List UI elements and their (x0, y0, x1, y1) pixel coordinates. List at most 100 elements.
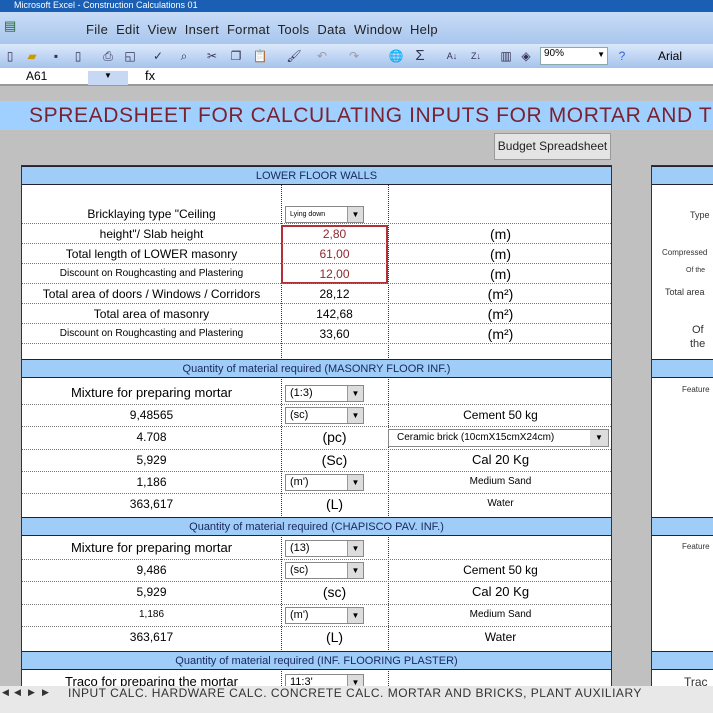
autosum-icon[interactable]: Σ (415, 47, 425, 64)
menu-view[interactable]: View (147, 22, 177, 37)
row-material: Water (484, 630, 517, 644)
menu-bar: ▤ File Edit View Insert Format Tools Dat… (0, 12, 713, 44)
row-label: Mixture for preparing mortar (70, 540, 233, 555)
drawing-icon[interactable]: ◈ (521, 49, 531, 63)
new-icon[interactable]: ▯ (6, 49, 14, 63)
row-value: 33,60 (319, 327, 350, 341)
walls-row: Total length of LOWER masonry 61,00 (m) (22, 244, 611, 264)
menu-window[interactable]: Window (353, 22, 403, 37)
last-sheet-icon[interactable]: ▶ (42, 687, 50, 697)
discount-input[interactable]: 12,00 (319, 267, 350, 281)
row-unit: (L) (325, 629, 344, 645)
format-painter-icon[interactable]: 🖌 (286, 49, 302, 63)
chart-wizard-icon[interactable]: ▥ (500, 49, 512, 63)
row-unit: (m²) (487, 306, 514, 322)
save-icon[interactable]: ▪ (53, 49, 59, 63)
sort-ascending-icon[interactable]: A↓ (446, 51, 458, 61)
menu-insert[interactable]: Insert (184, 22, 220, 37)
section-header (652, 651, 713, 670)
chevron-down-icon: ▼ (347, 207, 363, 222)
name-box-dropdown[interactable]: ▼ (88, 71, 128, 85)
material-row: 1,186 (m') ▼ Medium Sand (22, 605, 611, 627)
section-header-walls: LOWER FLOOR WALLS (22, 166, 611, 185)
row-qty: 9,48565 (129, 408, 174, 422)
dropdown-value: (sc) (290, 564, 309, 576)
copy-icon[interactable]: ❐ (230, 49, 242, 63)
name-box[interactable]: A61 (26, 69, 48, 83)
row-label: Total area of masonry (93, 307, 210, 321)
row-unit: (L) (325, 496, 344, 512)
menu-data[interactable]: Data (317, 22, 347, 37)
next-sheet-icon[interactable]: ▶ (28, 687, 36, 697)
formula-bar: A61 ▼ fx (0, 68, 713, 86)
dropdown-value: (1:3) (290, 387, 313, 399)
excel-doc-icon[interactable]: ▤ (4, 18, 17, 33)
row-label: Traco for preparing the mortar (65, 674, 238, 689)
row-qty: 4.708 (136, 430, 167, 444)
material-row: 4.708 (pc) Ceramic brick (10cmX15cmX24cm)… (22, 427, 611, 450)
font-select[interactable]: Arial (628, 46, 713, 66)
unit-dropdown[interactable]: (m') ▼ (285, 474, 364, 491)
prev-sheet-icon[interactable]: ◀ (14, 687, 22, 697)
budget-spreadsheet-button[interactable]: Budget Spreadsheet (494, 133, 611, 160)
print-preview-icon[interactable]: ◱ (124, 49, 136, 63)
row-qty: 5,929 (136, 453, 167, 467)
bricklaying-type-dropdown[interactable]: Lying down ▼ (285, 206, 364, 223)
paste-icon[interactable]: 📋 (252, 49, 268, 63)
material-row: 1,186 (m') ▼ Medium Sand (22, 472, 611, 494)
menu-help[interactable]: Help (409, 22, 438, 37)
unit-dropdown[interactable]: (sc) ▼ (285, 407, 364, 424)
row-material: Cal 20 Kg (471, 452, 530, 467)
mix-dropdown[interactable]: (1:3) ▼ (285, 385, 364, 402)
chevron-down-icon: ▼ (347, 608, 363, 623)
material-row: 5,929 (sc) Cal 20 Kg (22, 582, 611, 605)
first-sheet-icon[interactable]: ◀ (2, 687, 10, 697)
menu-tools[interactable]: Tools (277, 22, 310, 37)
fx-icon[interactable]: fx (145, 68, 156, 83)
menu-edit[interactable]: Edit (116, 22, 140, 37)
research-icon[interactable]: ⌕ (180, 49, 188, 63)
spelling-icon[interactable]: ✓ (152, 49, 164, 63)
unit-dropdown[interactable]: (m') ▼ (285, 607, 364, 624)
chevron-down-icon: ▼ (347, 408, 363, 423)
standard-toolbar: ▯ ▰ ▪ ▯ ⎙ ◱ ✓ ⌕ ✂ ❐ 📋 🖌 ↶ ↷ 🌐 Σ A↓ Z↓ ▥ … (0, 44, 713, 68)
right-label: Feature (682, 385, 710, 394)
mix-dropdown[interactable]: (13) ▼ (285, 540, 364, 557)
row-material: Medium Sand (469, 609, 532, 620)
chevron-down-icon: ▼ (597, 50, 605, 59)
window-title: Microsoft Excel - Construction Calculati… (14, 0, 198, 10)
main-panel: LOWER FLOOR WALLS Bricklaying type "Ceil… (21, 165, 612, 695)
print-icon[interactable]: ⎙ (103, 49, 113, 63)
row-unit: (m) (490, 266, 511, 282)
menu-file[interactable]: File (86, 22, 109, 37)
column-divider (281, 166, 282, 694)
brick-type-dropdown[interactable]: Ceramic brick (10cmX15cmX24cm) ▼ (388, 429, 609, 447)
unit-dropdown[interactable]: (sc) ▼ (285, 562, 364, 579)
section-header-plaster: Quantity of material required (INF. FLOO… (22, 651, 611, 670)
row-label: Total area of doors / Windows / Corridor… (42, 287, 261, 301)
cut-icon[interactable]: ✂ (206, 49, 218, 63)
masonry-length-input[interactable]: 61,00 (319, 247, 350, 261)
row-value: 28,12 (319, 287, 350, 301)
undo-icon[interactable]: ↶ (316, 49, 328, 63)
slab-height-input[interactable]: 2,80 (322, 227, 347, 241)
row-label: Mixture for preparing mortar (70, 385, 233, 400)
bricklaying-label: Bricklaying type "Ceiling (87, 207, 216, 221)
font-value: Arial (658, 49, 683, 63)
open-icon[interactable]: ▰ (27, 49, 37, 63)
title-bar: Microsoft Excel - Construction Calculati… (0, 0, 713, 12)
permission-icon[interactable]: ▯ (74, 49, 82, 63)
dropdown-value: Lying down (290, 211, 326, 218)
bricklaying-row: Bricklaying type "Ceiling Lying down ▼ (22, 204, 611, 224)
zoom-select[interactable]: 90% ▼ (540, 47, 608, 65)
redo-icon[interactable]: ↷ (348, 49, 360, 63)
sheet-tabs[interactable]: INPUT CALC. HARDWARE CALC. CONCRETE CALC… (68, 686, 642, 700)
menu-format[interactable]: Format (226, 22, 270, 37)
help-icon[interactable]: ? (618, 49, 626, 63)
walls-row: height"/ Slab height 2,80 (m) (22, 224, 611, 244)
row-unit: (m²) (487, 326, 514, 342)
hyperlink-icon[interactable]: 🌐 (388, 49, 404, 63)
row-material: Cement 50 kg (463, 408, 538, 422)
sheet-tabs-bar: ◀ ◀ ▶ ▶ INPUT CALC. HARDWARE CALC. CONCR… (0, 686, 713, 713)
sort-descending-icon[interactable]: Z↓ (471, 51, 481, 61)
